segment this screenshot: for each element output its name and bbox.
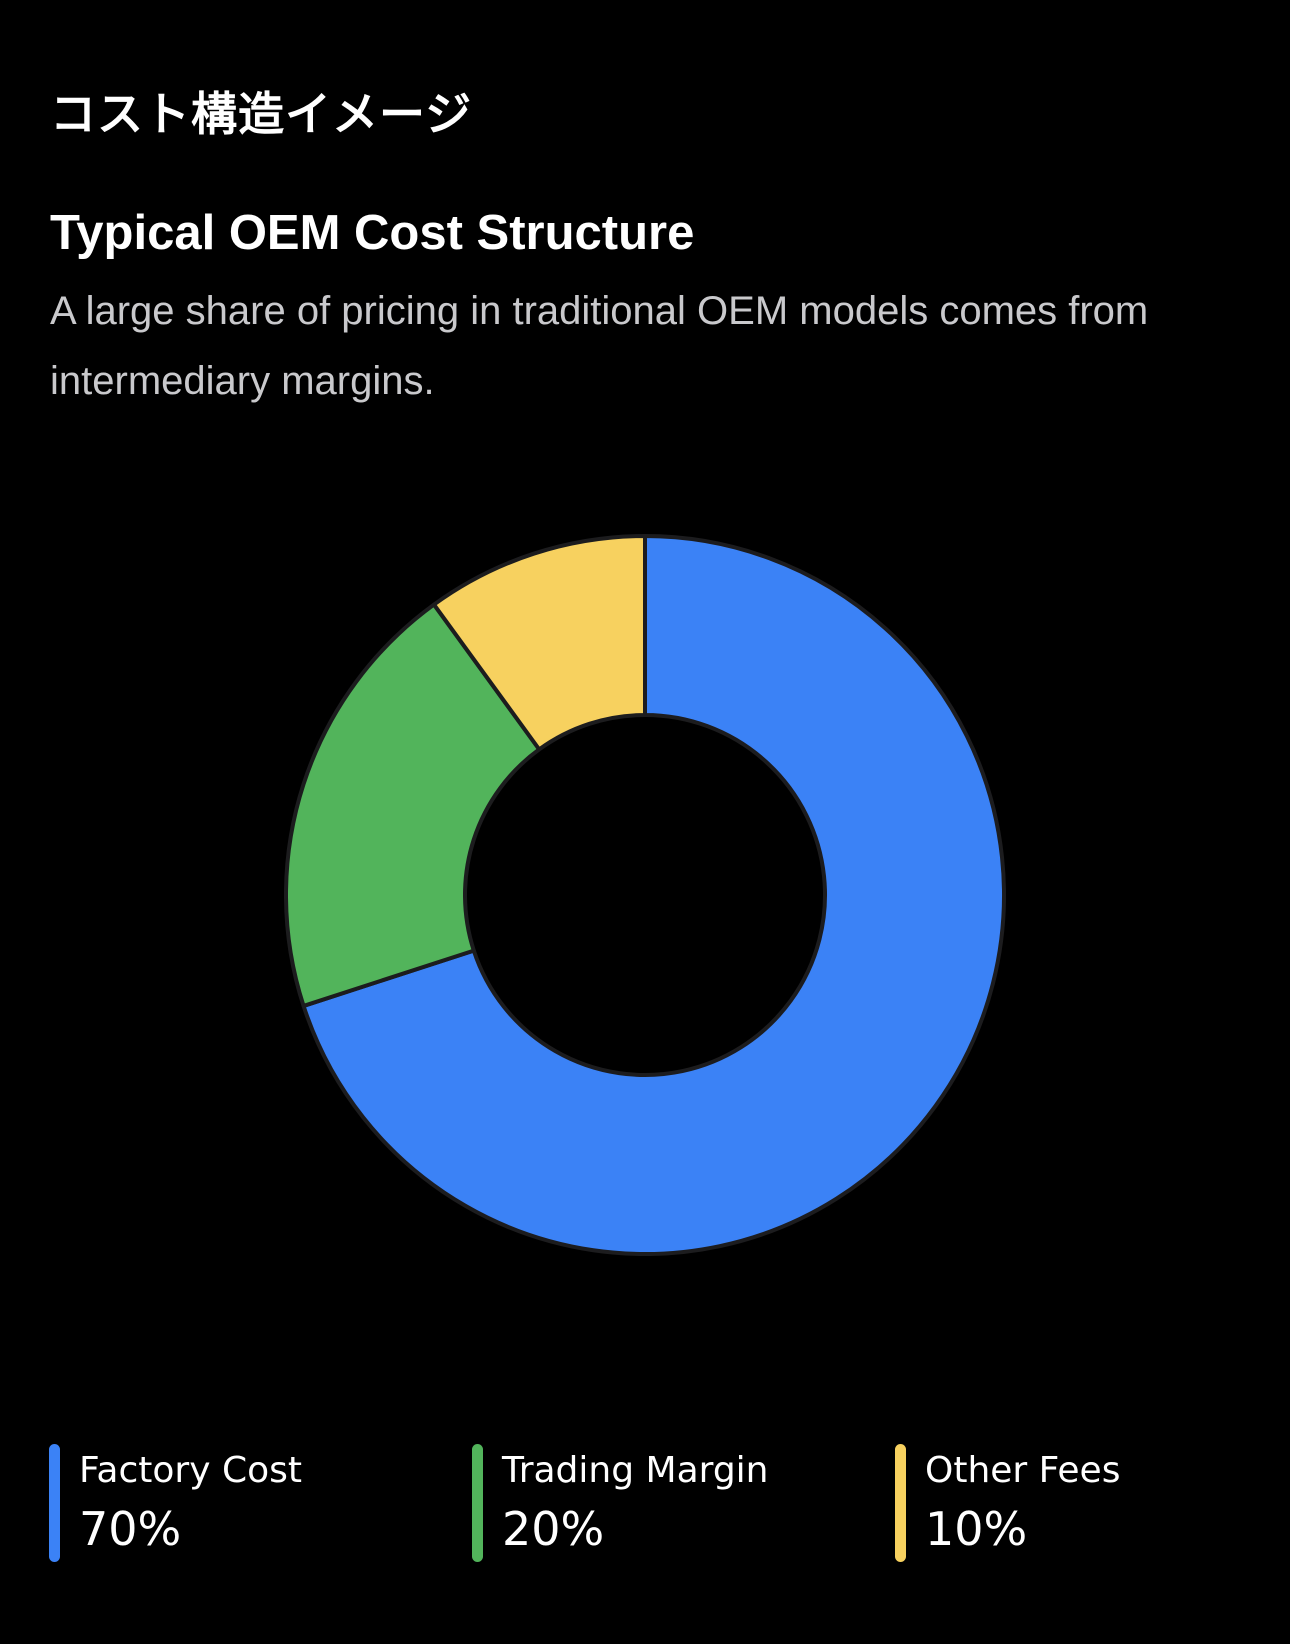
donut-chart bbox=[284, 534, 1006, 1256]
section-heading: コスト構造イメージ bbox=[50, 87, 473, 141]
donut-slice-factory-cost bbox=[301, 534, 1006, 1256]
donut-chart-svg bbox=[284, 534, 1006, 1256]
donut-slice-trading-margin bbox=[284, 602, 542, 1008]
legend-swatch-factory-cost bbox=[49, 1444, 60, 1562]
legend-value-factory-cost: 70% bbox=[79, 1502, 182, 1556]
legend-swatch-trading-margin bbox=[472, 1444, 483, 1562]
chart-subtitle: A large share of pricing in traditional … bbox=[50, 289, 1149, 403]
legend-label-other-fees: Other Fees bbox=[925, 1450, 1121, 1491]
legend-swatch-other-fees bbox=[895, 1444, 906, 1562]
legend-label-factory-cost: Factory Cost bbox=[79, 1450, 302, 1491]
legend-label-trading-margin: Trading Margin bbox=[502, 1450, 769, 1491]
legend-value-trading-margin: 20% bbox=[502, 1502, 605, 1556]
legend-value-other-fees: 10% bbox=[925, 1502, 1028, 1556]
chart-legend: Factory Cost 70% Trading Margin 20% Othe… bbox=[0, 1440, 1290, 1565]
donut-slice-other-fees bbox=[431, 534, 647, 752]
chart-title: Typical OEM Cost Structure bbox=[50, 206, 695, 260]
